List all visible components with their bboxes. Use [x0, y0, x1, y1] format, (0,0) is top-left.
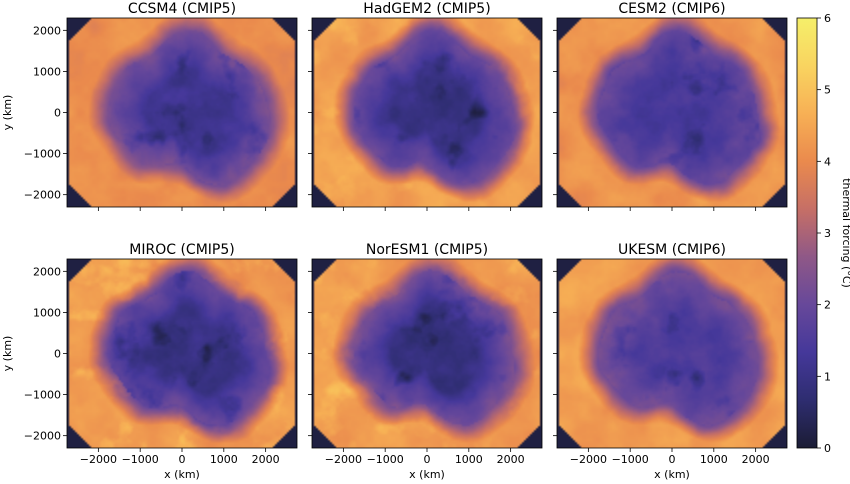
x-tick-label: 0: [179, 453, 186, 466]
x-tick-label: −2000: [325, 453, 362, 466]
panel-2: HadGEM2 (CMIP5): [308, 1, 543, 211]
panel-3: CESM2 (CMIP6): [553, 1, 788, 211]
y-axis-label: y (km): [1, 95, 14, 131]
colorbar-tick-label: 0: [824, 442, 831, 455]
colorbar-label: thermal forcing (°C): [840, 178, 850, 288]
x-tick-label: 1000: [455, 453, 483, 466]
panel-title: CESM2 (CMIP6): [618, 1, 725, 17]
colorbar-tick-label: 3: [824, 227, 831, 240]
x-tick-label: 2000: [252, 453, 280, 466]
x-tick-label: 2000: [497, 453, 525, 466]
colorbar: 0 1 2 3 4 5 6 thermal forcing (°C): [796, 12, 850, 455]
panel-heatmap: [557, 259, 787, 448]
x-tick-label: 1000: [210, 453, 238, 466]
x-tick-label: 2000: [742, 453, 770, 466]
x-tick-label: −1000: [612, 453, 649, 466]
colorbar-tick-label: 5: [824, 84, 831, 97]
panel-heatmap: [312, 259, 542, 448]
y-tick-label: 2000: [33, 265, 61, 278]
panel-heatmap: [557, 18, 787, 207]
colorbar-tick-label: 1: [824, 370, 831, 383]
panel-1: CCSM4 (CMIP5) 2000 1000 0 −1000 −2000 y (km): [1, 1, 298, 211]
x-tick-label: −2000: [80, 453, 117, 466]
y-tick-label: 0: [54, 107, 61, 120]
panel-title: NorESM1 (CMIP5): [366, 242, 488, 258]
x-tick-label: 0: [669, 453, 676, 466]
y-tick-label: −2000: [24, 189, 61, 202]
panel-title: HadGEM2 (CMIP5): [363, 1, 490, 17]
y-tick-label: 1000: [33, 306, 61, 319]
panel-5: NorESM1 (CMIP5) −2000 −1000 0 1000 2000 x (km): [308, 242, 543, 481]
panel-title: CCSM4 (CMIP5): [128, 1, 236, 17]
panel-heatmap: [67, 18, 297, 207]
colorbar-tick-label: 4: [824, 155, 831, 168]
panel-6: UKESM (CMIP6) −2000 −1000 0 1000 2000 x (km): [553, 242, 788, 481]
panel-heatmap: [312, 18, 542, 207]
x-axis-label: x (km): [654, 468, 690, 481]
y-tick-label: 2000: [33, 24, 61, 37]
x-axis-label: x (km): [164, 468, 200, 481]
panel-4: MIROC (CMIP5) −2000 −1000 0 1000 2000 2000 1000…: [1, 242, 298, 481]
y-tick-label: −2000: [24, 430, 61, 443]
y-tick-label: 1000: [33, 65, 61, 78]
panel-heatmap: [67, 259, 297, 448]
x-tick-label: −2000: [570, 453, 607, 466]
y-axis-label: y (km): [1, 336, 14, 372]
y-tick-label: 0: [54, 348, 61, 361]
x-axis-label: x (km): [409, 468, 445, 481]
colorbar-tick-label: 6: [824, 12, 831, 25]
y-tick-label: −1000: [24, 148, 61, 161]
x-tick-label: −1000: [122, 453, 159, 466]
panel-title: MIROC (CMIP5): [129, 242, 234, 258]
x-tick-label: 1000: [700, 453, 728, 466]
y-tick-label: −1000: [24, 389, 61, 402]
x-tick-label: −1000: [367, 453, 404, 466]
panel-title: UKESM (CMIP6): [618, 242, 726, 258]
x-tick-label: 0: [424, 453, 431, 466]
colorbar-tick-label: 2: [824, 299, 831, 312]
colorbar-gradient: [796, 17, 818, 449]
